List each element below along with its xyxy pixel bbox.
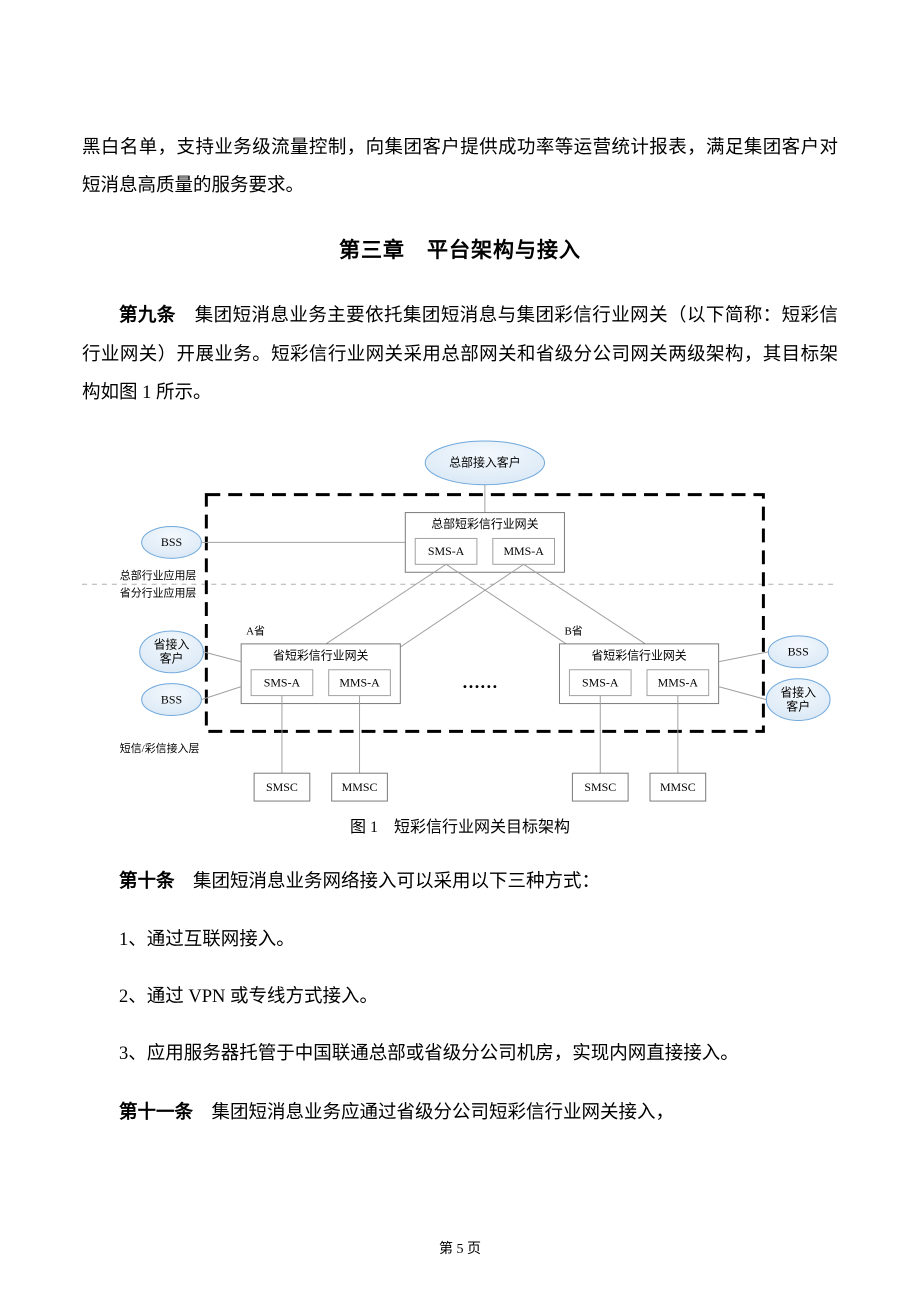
province-a-label: A省 (246, 624, 265, 637)
label-hq-layer: 总部行业应用层 (120, 567, 197, 581)
label-prov-layer: 省分行业应用层 (120, 585, 197, 599)
smsc-b-label: SMSC (584, 780, 616, 794)
ellipse-prov-customer-right-l2: 客户 (786, 699, 810, 713)
ellipse-bss-right-label: BSS (788, 644, 809, 658)
article-10-lead: 第十条 (119, 870, 175, 891)
article-9: 第九条 集团短消息业务主要依托集团短消息与集团彩信行业网关（以下简称：短彩信行业… (82, 296, 838, 414)
article-11: 第十一条 集团短消息业务应通过省级分公司短彩信行业网关接入， (82, 1093, 838, 1133)
ellipse-hq-customer-label: 总部接入客户 (449, 455, 521, 469)
ellipse-prov-customer-left-l1: 省接入 (154, 637, 190, 651)
ellipse-prov-customer-right-l1: 省接入 (780, 685, 816, 699)
article-10: 第十条 集团短消息业务网络接入可以采用以下三种方式： (82, 862, 838, 902)
smsc-a-label: SMSC (266, 780, 298, 794)
conn-bss-right (719, 652, 769, 662)
page-footer: 第 5 页 (0, 1238, 920, 1258)
ellipsis: …… (462, 672, 498, 692)
prov-b-gateway-title: 省短彩信行业网关 (591, 648, 686, 662)
label-access-layer: 短信/彩信接入层 (120, 741, 200, 755)
conn-prov-cust-left (203, 652, 241, 662)
mmsc-b-label: MMSC (660, 780, 696, 794)
prov-b-mms-label: MMS-A (658, 675, 699, 689)
article-9-body: 集团短消息业务主要依托集团短消息与集团彩信行业网关（以下简称：短彩信行业网关）开… (82, 306, 838, 404)
method-3: 3、应用服务器托管于中国联通总部或省级分公司机房，实现内网直接接入。 (82, 1035, 838, 1074)
hq-sms-a-label: SMS-A (428, 544, 465, 558)
method-2: 2、通过 VPN 或专线方式接入。 (82, 978, 838, 1017)
article-9-lead: 第九条 (119, 304, 176, 325)
para-lead-in: 黑白名单，支持业务级流量控制，向集团客户提供成功率等运营统计报表，满足集团客户对… (82, 129, 838, 207)
ellipse-prov-customer-left-l2: 客户 (160, 651, 184, 665)
prov-a-mms-label: MMS-A (339, 675, 380, 689)
hq-gateway-title: 总部短彩信行业网关 (431, 517, 538, 531)
chapter-title: 第三章 平台架构与接入 (82, 225, 838, 278)
ellipse-bss-left-label: BSS (161, 692, 182, 706)
province-b-label: B省 (564, 624, 582, 637)
hq-mms-a-label: MMS-A (503, 544, 544, 558)
article-11-lead: 第十一条 (119, 1101, 193, 1122)
figure-1: 总部行业应用层 省分行业应用层 短信/彩信接入层 总部接入客户 BSS 总部短彩… (82, 432, 838, 812)
conn-prov-cust-right (719, 686, 767, 699)
prov-a-gateway-title: 省短彩信行业网关 (273, 648, 368, 662)
article-11-body: 集团短消息业务应通过省级分公司短彩信行业网关接入， (193, 1103, 674, 1123)
method-1: 1、通过互联网接入。 (82, 921, 838, 960)
prov-b-sms-label: SMS-A (582, 675, 619, 689)
prov-a-sms-label: SMS-A (264, 675, 301, 689)
ellipse-bss-hq-label: BSS (161, 535, 182, 549)
article-10-body: 集团短消息业务网络接入可以采用以下三种方式： (175, 872, 601, 892)
figure-1-caption: 图 1 短彩信行业网关目标架构 (82, 812, 838, 844)
mmsc-a-label: MMSC (342, 780, 378, 794)
